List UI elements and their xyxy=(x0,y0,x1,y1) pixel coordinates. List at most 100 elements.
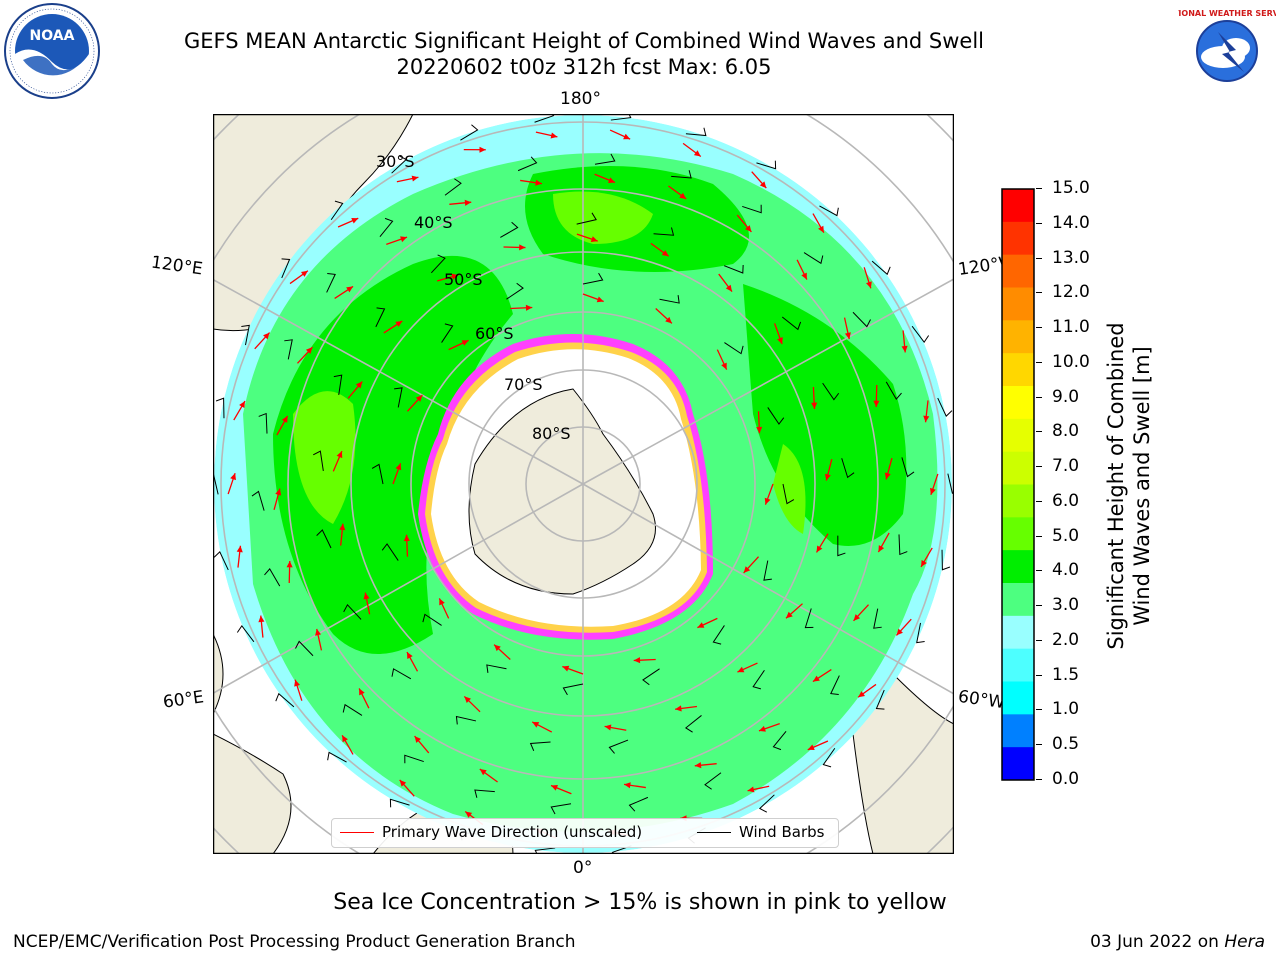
wind-barb xyxy=(343,603,362,620)
chart-title: GEFS MEAN Antarctic Significant Height o… xyxy=(183,29,985,53)
colorbar-tick xyxy=(1036,570,1042,572)
wave-arrow-head xyxy=(395,463,402,471)
wind-barb xyxy=(264,568,281,587)
wave-arrow-head xyxy=(721,362,727,370)
noaa-logo-text: NOAA xyxy=(30,28,75,44)
colorbar-segment xyxy=(1002,583,1034,617)
noaa-logo: NOAA xyxy=(4,3,100,99)
wind-barb xyxy=(594,153,616,165)
wind-barb xyxy=(763,560,772,581)
wind-barb xyxy=(327,751,347,763)
polar-map xyxy=(213,114,954,854)
colorbar-tick-label: 2.0 xyxy=(1052,629,1080,650)
footer-date-text: 03 Jun 2022 on xyxy=(1090,932,1225,952)
wave-arrow-head xyxy=(661,250,669,257)
colorbar xyxy=(1001,188,1035,781)
wave-arrow-head xyxy=(451,273,459,280)
wind-barb xyxy=(213,551,229,571)
colorbar-tick-label: 3.0 xyxy=(1052,595,1080,616)
wave-arrow-head xyxy=(461,340,469,346)
wave-arrow-head xyxy=(363,592,370,600)
colorbar-tick-label: 7.0 xyxy=(1052,456,1080,477)
chart-subtitle: 20220602 t00z 312h fcst Max: 6.05 xyxy=(396,55,772,79)
sea-ice-caption: Sea Ice Concentration > 15% is shown in … xyxy=(333,890,947,915)
colorbar-label-line1: Significant Height of Combined xyxy=(1104,322,1128,650)
colorbar-segment xyxy=(1002,648,1034,682)
footer-date: 03 Jun 2022 on Hera xyxy=(1090,932,1265,952)
colorbar-tick xyxy=(1036,605,1042,607)
wave-arrow-head xyxy=(873,400,880,408)
wind-barb xyxy=(653,227,675,236)
wind-barb xyxy=(236,625,255,643)
wind-barb xyxy=(871,260,891,276)
colorbar-segment xyxy=(1002,320,1034,354)
colorbar-tick-label: 0.0 xyxy=(1052,769,1080,789)
wave-arrow-head xyxy=(884,472,891,480)
wind-barb xyxy=(534,114,555,123)
wind-barb xyxy=(937,397,953,417)
colorbar-tick xyxy=(1036,361,1042,363)
wave-arrow-head xyxy=(439,598,445,606)
lat-label-60s: 60°S xyxy=(475,324,514,343)
wind-barb xyxy=(712,625,725,645)
wind-barb xyxy=(313,450,324,471)
colorbar-segment xyxy=(1002,189,1034,223)
wind-barb xyxy=(460,124,479,141)
colorbar-tick xyxy=(1036,466,1042,468)
wind-barb xyxy=(486,664,507,673)
wind-barb xyxy=(251,490,265,511)
wave-arrow-head xyxy=(675,705,682,712)
lon-label-60e: 60°E xyxy=(161,687,206,713)
wind-barb xyxy=(837,535,846,557)
lat-label-40s: 40°S xyxy=(414,213,453,232)
wave-arrow-head xyxy=(737,666,745,673)
wave-arrow-head xyxy=(494,644,501,652)
wave-arrow-head xyxy=(239,401,245,409)
colorbar-tick xyxy=(1036,222,1042,224)
wind-barb xyxy=(422,613,442,626)
wave-arrow-head xyxy=(758,725,766,732)
colorbar-segment xyxy=(1002,287,1034,321)
footer-machine: Hera xyxy=(1224,932,1265,952)
wave-arrow-head xyxy=(816,545,823,553)
lon-label-60w: 60°W xyxy=(956,686,1007,714)
wave-arrow-head xyxy=(896,628,903,636)
colorbar-tick-label: 0.5 xyxy=(1052,734,1080,755)
wind-barb xyxy=(371,463,384,485)
wind-barb xyxy=(241,324,250,346)
colorbar-tick xyxy=(1036,500,1042,502)
wave-arrow-head xyxy=(464,696,471,704)
wave-arrow-head xyxy=(725,284,733,292)
wave-arrow-head xyxy=(535,179,542,186)
map-legend: Primary Wave Direction (unscaled) Wind B… xyxy=(331,818,839,848)
wind-barb xyxy=(316,529,332,549)
wind-barb xyxy=(822,382,840,401)
wind-barb xyxy=(391,155,408,174)
wave-arrow-head xyxy=(624,782,631,789)
wind-barb xyxy=(430,254,446,274)
wind-barb xyxy=(284,339,293,360)
wind-barb xyxy=(534,847,556,854)
wave-arrow-head xyxy=(230,473,236,481)
lat-label-80s: 80°S xyxy=(532,424,571,443)
wave-arrow-head xyxy=(525,304,533,311)
wave-arrow-head xyxy=(901,345,908,353)
wave-arrow-head xyxy=(807,744,815,751)
wave-arrow-head xyxy=(743,566,751,573)
wave-arrow-head xyxy=(608,177,615,183)
colorbar-tick-label: 12.0 xyxy=(1052,282,1090,303)
wave-arrow-head xyxy=(339,523,346,531)
wind-barb xyxy=(215,397,225,419)
wind-barb xyxy=(803,252,824,265)
colorbar-tick xyxy=(1036,535,1042,537)
wave-arrow-head xyxy=(764,497,771,505)
wind-barb xyxy=(281,258,291,279)
wind-barb xyxy=(772,730,787,751)
wave-arrow-head xyxy=(858,691,865,698)
colorbar-segment xyxy=(1002,484,1034,518)
colorbar-tick-label: 9.0 xyxy=(1052,386,1080,407)
wind-barb xyxy=(901,457,915,478)
colorbar-tick-label: 8.0 xyxy=(1052,421,1080,442)
wave-arrow-head xyxy=(633,657,641,664)
wind-barb xyxy=(852,311,871,328)
